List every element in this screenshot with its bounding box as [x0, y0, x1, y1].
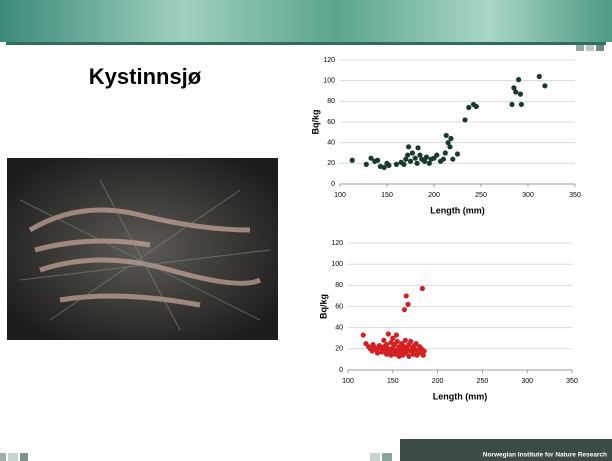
- y-tick-label: 0: [339, 367, 343, 374]
- header-banner: [0, 0, 612, 42]
- point: [405, 302, 410, 307]
- y-tick-label: 60: [335, 303, 343, 310]
- y-tick-label: 60: [327, 119, 335, 126]
- point: [450, 157, 455, 162]
- point: [474, 104, 479, 109]
- point: [509, 102, 514, 107]
- point: [408, 159, 413, 164]
- x-tick-label: 250: [477, 378, 489, 385]
- point: [402, 307, 407, 312]
- x-tick-label: 200: [428, 192, 440, 199]
- y-tick-label: 80: [335, 282, 343, 289]
- point: [518, 92, 523, 97]
- slide-title: Kystinnsjø: [89, 64, 202, 89]
- x-tick-label: 150: [387, 378, 399, 385]
- point: [405, 152, 410, 157]
- point: [408, 339, 413, 344]
- point: [406, 144, 411, 149]
- x-axis-label: Length (mm): [430, 205, 485, 215]
- point: [424, 155, 429, 160]
- point: [375, 158, 380, 163]
- point: [364, 162, 369, 167]
- x-tick-label: 350: [566, 378, 578, 385]
- x-tick-label: 250: [475, 192, 487, 199]
- point: [513, 89, 518, 94]
- y-tick-label: 40: [335, 325, 343, 332]
- header-squares: [576, 45, 604, 51]
- point: [386, 331, 391, 336]
- point: [434, 152, 439, 157]
- point: [455, 151, 460, 156]
- point: [462, 117, 467, 122]
- footer-text: Norwegian Institute for Nature Research: [483, 452, 607, 459]
- y-axis-label: Bq/kg: [318, 294, 328, 319]
- point: [403, 338, 408, 343]
- point: [420, 286, 425, 291]
- x-tick-label: 200: [432, 378, 444, 385]
- point: [542, 83, 547, 88]
- point: [516, 77, 521, 82]
- y-tick-label: 40: [327, 140, 335, 147]
- point: [410, 150, 415, 155]
- point: [394, 162, 399, 167]
- point: [466, 105, 471, 110]
- point: [395, 339, 400, 344]
- point: [406, 354, 411, 359]
- x-tick-label: 300: [522, 192, 534, 199]
- y-tick-label: 120: [331, 240, 343, 247]
- point: [519, 102, 524, 107]
- y-tick-label: 120: [323, 57, 335, 64]
- x-tick-label: 350: [569, 192, 581, 199]
- photo: [7, 158, 278, 340]
- header-rule: [6, 42, 606, 45]
- point: [448, 136, 453, 141]
- point: [404, 293, 409, 298]
- x-tick-label: 100: [334, 192, 346, 199]
- point: [375, 350, 380, 355]
- x-tick-label: 100: [342, 378, 354, 385]
- x-tick-label: 150: [381, 192, 393, 199]
- y-tick-label: 100: [331, 261, 343, 268]
- y-tick-label: 80: [327, 98, 335, 105]
- point: [413, 156, 418, 161]
- point: [350, 158, 355, 163]
- y-tick-label: 20: [335, 346, 343, 353]
- point: [441, 157, 446, 162]
- point: [443, 150, 448, 155]
- point: [414, 161, 419, 166]
- point: [422, 348, 427, 353]
- y-tick-label: 20: [327, 160, 335, 167]
- x-axis-label: Length (mm): [433, 391, 488, 401]
- y-axis-label: Bq/kg: [310, 109, 320, 134]
- point: [415, 145, 420, 150]
- point: [444, 133, 449, 138]
- point: [361, 332, 366, 337]
- y-tick-label: 0: [331, 181, 335, 188]
- point: [447, 144, 452, 149]
- x-tick-label: 300: [521, 378, 533, 385]
- point: [394, 332, 399, 337]
- y-tick-label: 100: [323, 78, 335, 85]
- slide: Kystinnsjø Norwegian Institute for Natur…: [0, 0, 612, 461]
- point: [401, 162, 406, 167]
- point: [537, 74, 542, 79]
- point: [386, 163, 391, 168]
